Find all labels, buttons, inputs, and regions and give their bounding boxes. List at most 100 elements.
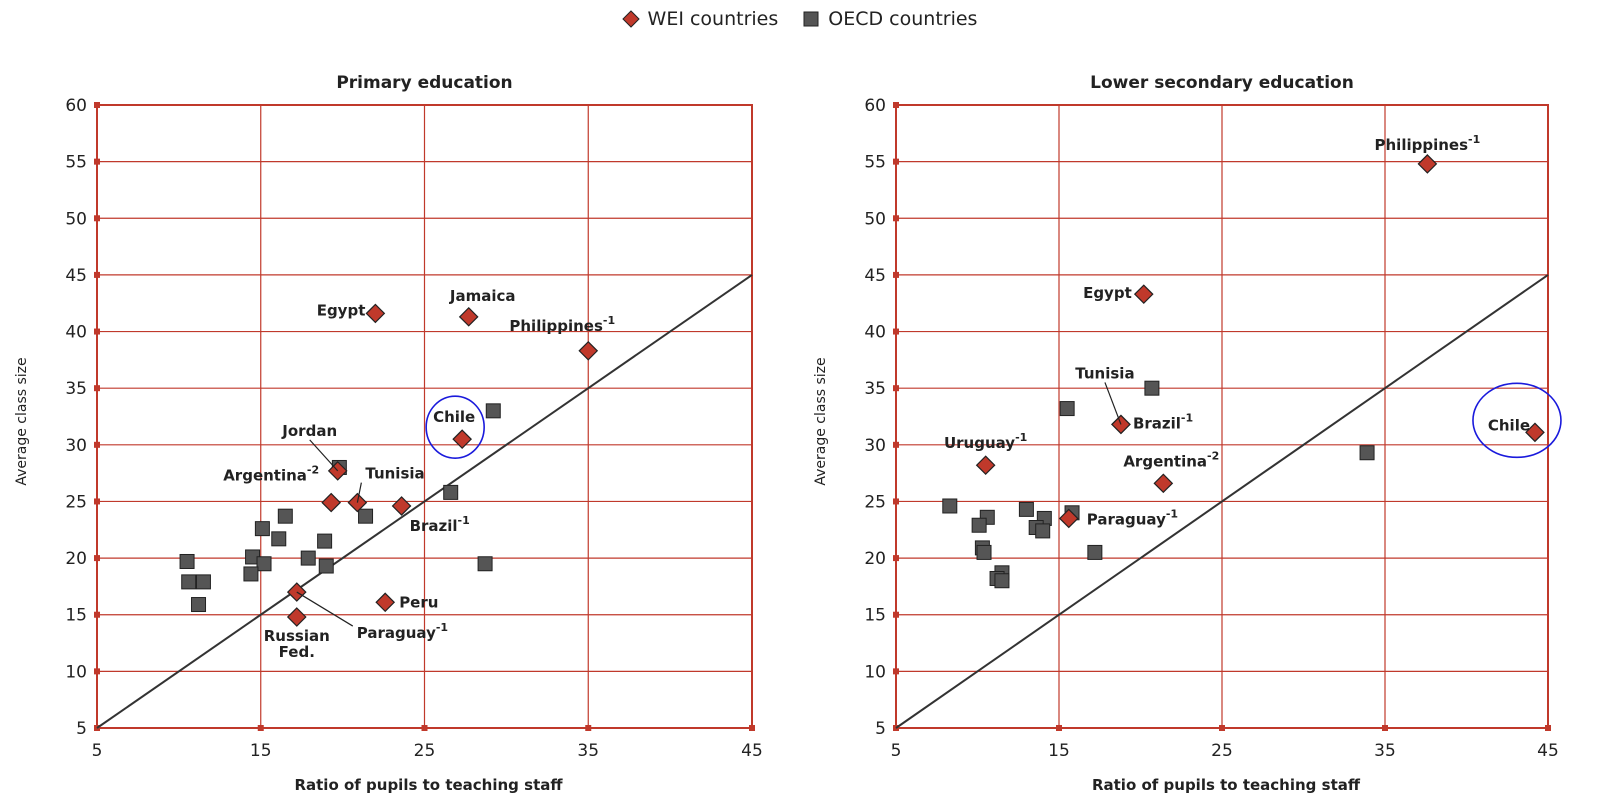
y-tick-label: 10 [864, 662, 886, 682]
y-tick-label: 60 [864, 96, 886, 116]
y-tick-mark [94, 611, 100, 618]
oecd-point [1035, 523, 1051, 539]
x-tick-mark [421, 725, 428, 731]
wei-point [975, 455, 996, 476]
y-tick-mark [893, 498, 899, 505]
oecd-point [277, 508, 293, 524]
y-tick-label: 45 [65, 266, 87, 286]
highlight-circle [425, 395, 485, 459]
wei-point-label: Brazil-1 [410, 514, 470, 535]
y-tick-mark [94, 271, 100, 278]
wei-point-label: Tunisia [365, 465, 424, 483]
x-tick-mark [749, 725, 755, 731]
oecd-point [1144, 380, 1160, 396]
y-tick-mark [893, 441, 899, 448]
wei-point [286, 607, 307, 627]
wei-point [578, 340, 599, 361]
highlight-circle [1472, 382, 1562, 459]
wei-point-label: Paraguay-1 [1087, 507, 1178, 528]
y-tick-mark [94, 498, 100, 505]
oecd-point [1018, 501, 1034, 517]
oecd-point [1059, 401, 1075, 417]
oecd-point [485, 403, 501, 419]
x-axis-label: Ratio of pupils to teaching staff [1092, 776, 1361, 794]
y-tick-mark [94, 215, 100, 222]
wei-point-label: Jordan [281, 422, 337, 440]
oecd-point [243, 566, 259, 582]
x-tick-mark [1219, 725, 1225, 731]
wei-point [1133, 284, 1154, 305]
reference-line [895, 274, 1549, 729]
wei-point-label: Argentina-2 [223, 464, 319, 485]
label-leader-line [309, 439, 339, 472]
y-tick-label: 55 [65, 153, 87, 173]
x-tick-mark [257, 725, 264, 731]
y-tick-label: 45 [864, 266, 886, 286]
y-axis-label: Average class size [813, 357, 829, 485]
wei-point-label: Egypt [1083, 284, 1132, 302]
wei-point-label: Philippines-1 [1375, 133, 1481, 154]
y-tick-mark [94, 328, 100, 335]
wei-point-label: Chile [1488, 416, 1530, 434]
y-tick-label: 30 [864, 436, 886, 456]
y-tick-mark [893, 611, 899, 618]
y-tick-label: 40 [864, 323, 886, 343]
x-tick-label: 35 [577, 741, 599, 761]
y-tick-mark [94, 158, 100, 165]
wei-point [452, 429, 473, 450]
oecd-point [271, 531, 287, 547]
y-tick-mark [94, 102, 100, 108]
y-tick-mark [94, 441, 100, 448]
x-tick-label: 5 [891, 741, 902, 761]
y-tick-label: 30 [65, 436, 87, 456]
label-leader-line [296, 591, 354, 627]
legend-item-wei: WEI countries [621, 6, 779, 32]
y-tick-label: 5 [875, 719, 886, 739]
oecd-point [317, 533, 333, 549]
y-tick-mark [893, 385, 899, 392]
x-tick-mark [1382, 725, 1388, 731]
y-tick-mark [893, 555, 899, 562]
wei-point-label: Philippines-1 [509, 314, 615, 335]
y-tick-mark [893, 668, 899, 675]
y-tick-label: 60 [65, 96, 87, 116]
oecd-point [477, 556, 493, 572]
oecd-point [994, 573, 1010, 589]
x-tick-label: 45 [741, 741, 763, 761]
oecd-point [358, 508, 374, 524]
y-tick-label: 35 [65, 379, 87, 399]
legend-item-oecd: OECD countries [802, 6, 977, 32]
oecd-point [971, 517, 987, 533]
reference-line [96, 274, 753, 729]
oecd-point [181, 574, 197, 590]
wei-point [1417, 154, 1438, 174]
wei-point-label: Brazil-1 [1133, 411, 1193, 432]
y-tick-mark [893, 215, 899, 222]
y-tick-mark [94, 385, 100, 392]
wei-point-label: Tunisia [1075, 364, 1134, 382]
wei-point-label: Egypt [317, 301, 366, 319]
x-tick-label: 15 [1048, 741, 1070, 761]
oecd-point [443, 484, 459, 500]
wei-point-label: Argentina-2 [1123, 449, 1219, 470]
legend-label-wei: WEI countries [647, 8, 779, 30]
wei-point-label: Russian Fed. [264, 627, 330, 661]
y-tick-mark [893, 271, 899, 278]
oecd-point [254, 521, 270, 537]
y-tick-label: 40 [65, 323, 87, 343]
wei-point [365, 303, 386, 324]
oecd-point [300, 550, 316, 566]
x-tick-label: 25 [414, 741, 436, 761]
oecd-point [256, 556, 272, 572]
y-tick-label: 10 [65, 662, 87, 682]
x-tick-label: 35 [1374, 741, 1396, 761]
y-tick-label: 50 [65, 209, 87, 229]
wei-diamond-icon [621, 10, 640, 28]
y-tick-label: 55 [864, 153, 886, 173]
x-tick-label: 45 [1537, 741, 1559, 761]
y-tick-label: 25 [65, 492, 87, 512]
y-tick-label: 5 [76, 719, 87, 739]
legend: WEI countries OECD countries [0, 6, 1599, 32]
label-leader-line [1104, 382, 1122, 425]
